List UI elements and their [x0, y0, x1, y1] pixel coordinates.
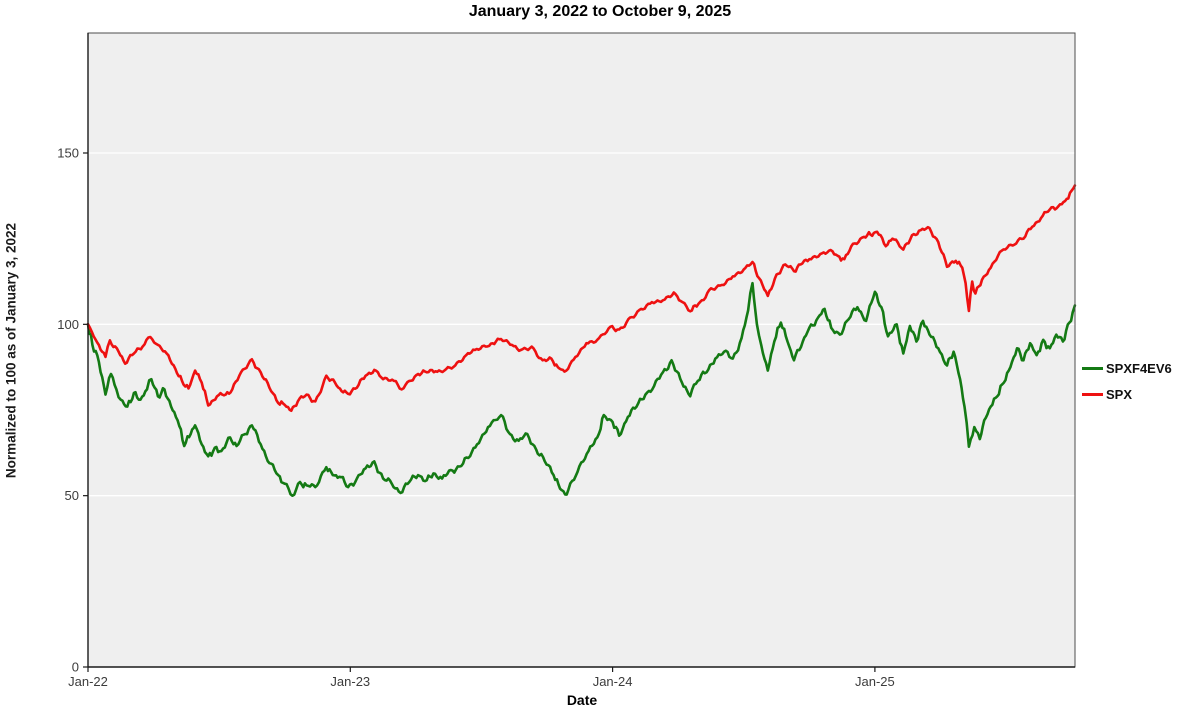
- x-axis-label: Date: [566, 692, 598, 708]
- legend-swatch-spx: [1082, 392, 1103, 396]
- legend-label-spxf4ev6: SPXF4EV6: [1106, 360, 1172, 376]
- chart-title: January 3, 2022 to October 9, 2025: [468, 3, 732, 20]
- legend-item-spx: SPX: [1082, 381, 1172, 407]
- x-tick-label: Jan-23: [330, 674, 370, 689]
- x-tick-label: Jan-22: [68, 674, 108, 689]
- legend-label-spx: SPX: [1106, 386, 1133, 402]
- x-tick-label: Jan-25: [855, 674, 895, 689]
- x-tick-label: Jan-24: [593, 674, 633, 689]
- plot-frame: [87, 32, 1076, 668]
- y-tick-label: 100: [57, 317, 79, 332]
- y-axis-label: Normalized to 100 as of January 3, 2022: [3, 222, 19, 479]
- y-tick-label: 150: [57, 145, 79, 160]
- y-tick-label: 50: [65, 488, 79, 503]
- legend-swatch-spxf4ev6: [1082, 366, 1103, 370]
- legend-item-spxf4ev6: SPXF4EV6: [1082, 355, 1172, 381]
- series-line-spxf4ev6: [86, 281, 1077, 497]
- data-series: [86, 184, 1077, 497]
- series-line-spx: [86, 184, 1077, 412]
- legend: SPXF4EV6 SPX: [1082, 355, 1172, 407]
- axis-ticks: 0 50 100 150 Jan-22 Jan-23 Jan-24 Jan-25: [57, 145, 894, 689]
- y-tick-label: 0: [72, 660, 79, 675]
- gridlines: [88, 152, 1075, 497]
